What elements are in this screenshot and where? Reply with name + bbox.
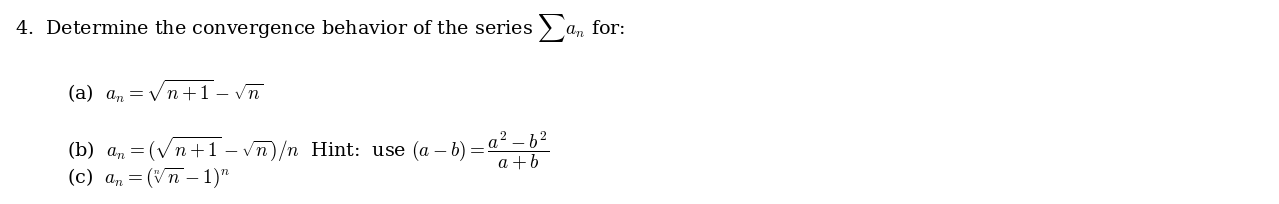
Text: (c)  $a_n = (\sqrt[n]{n} - 1)^n$: (c) $a_n = (\sqrt[n]{n} - 1)^n$ [67, 165, 230, 190]
Text: (b)  $a_n = (\sqrt{n+1} - \sqrt{n})/n$  Hint:  use $(a - b) = \dfrac{a^2-b^2}{a+: (b) $a_n = (\sqrt{n+1} - \sqrt{n})/n$ Hi… [67, 130, 549, 172]
Text: 4.  Determine the convergence behavior of the series $\sum a_n$ for:: 4. Determine the convergence behavior of… [15, 12, 625, 44]
Text: (a)  $a_n = \sqrt{n+1} - \sqrt{n}$: (a) $a_n = \sqrt{n+1} - \sqrt{n}$ [67, 78, 263, 105]
